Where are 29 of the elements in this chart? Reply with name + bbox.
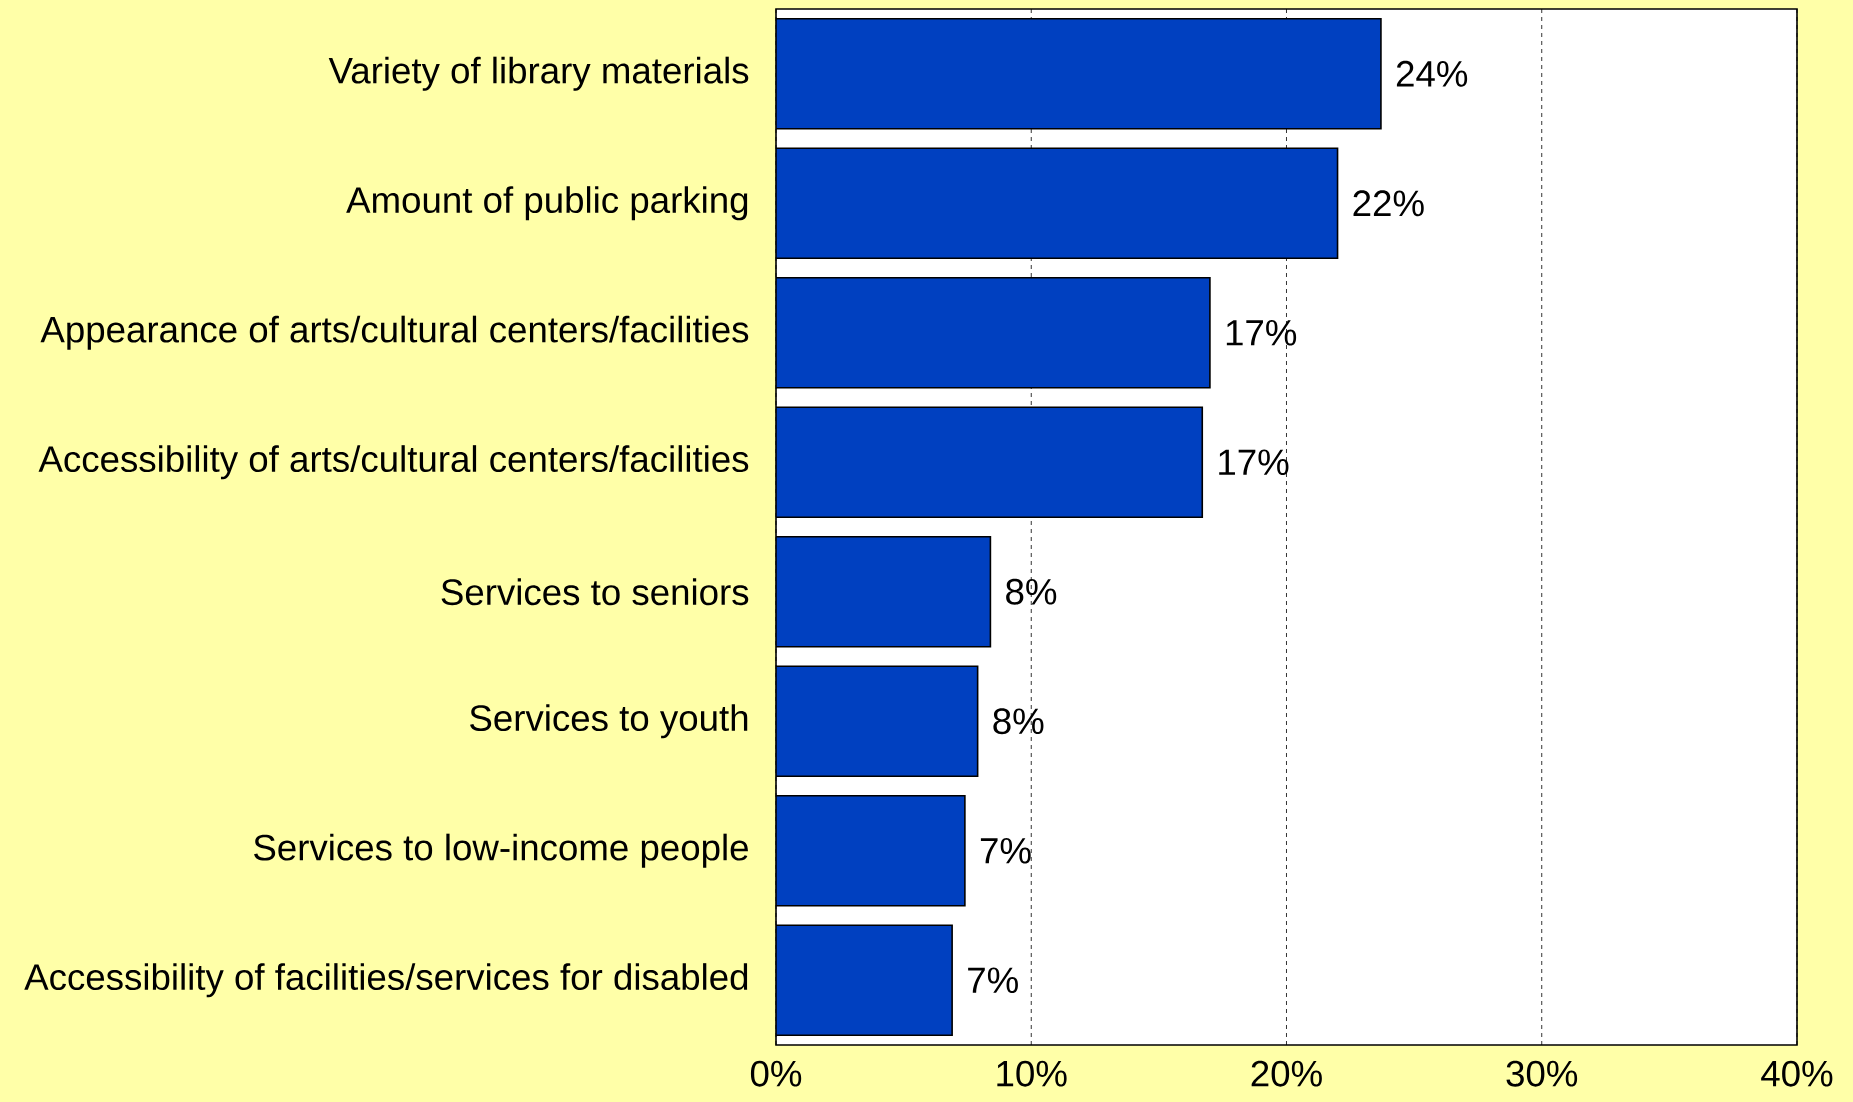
x-tick-label: 30% — [1506, 1060, 1578, 1087]
x-tick-label: 10% — [997, 1060, 1067, 1087]
data-label: 22% — [1353, 190, 1424, 217]
y-tick-label: Accessibility of arts/cultural centers/facilities — [38, 445, 749, 480]
data-label: 7% — [968, 967, 1018, 994]
y-tick-label: Variety of library materials — [328, 56, 749, 91]
y-tick-label: Services to youth — [470, 704, 748, 739]
bar — [776, 665, 979, 778]
bar — [776, 406, 1204, 519]
y-tick-label: Services to seniors — [441, 578, 749, 606]
data-label: 17% — [1219, 449, 1289, 476]
y-tick-label: Appearance of arts/cultural centers/facilities — [40, 315, 749, 350]
data-label: 8% — [993, 708, 1044, 735]
bar — [776, 924, 953, 1037]
bar — [776, 535, 992, 648]
data-label: 8% — [1006, 578, 1057, 605]
x-tick-label: 0% — [750, 1060, 802, 1087]
data-label: 24% — [1396, 60, 1468, 87]
bar — [776, 794, 966, 907]
y-tick-label: Services to low-income people — [254, 833, 748, 868]
data-label: 7% — [980, 837, 1031, 864]
x-tick-label: 40% — [1761, 1060, 1833, 1087]
bar — [776, 276, 1211, 389]
bar — [776, 17, 1382, 130]
x-tick-label: 20% — [1251, 1060, 1322, 1087]
data-label: 17% — [1226, 319, 1297, 346]
y-tick-label: Amount of public parking — [346, 186, 748, 221]
bar — [776, 147, 1339, 260]
y-tick-label: Accessibility of facilities/services for disabled — [24, 963, 748, 998]
